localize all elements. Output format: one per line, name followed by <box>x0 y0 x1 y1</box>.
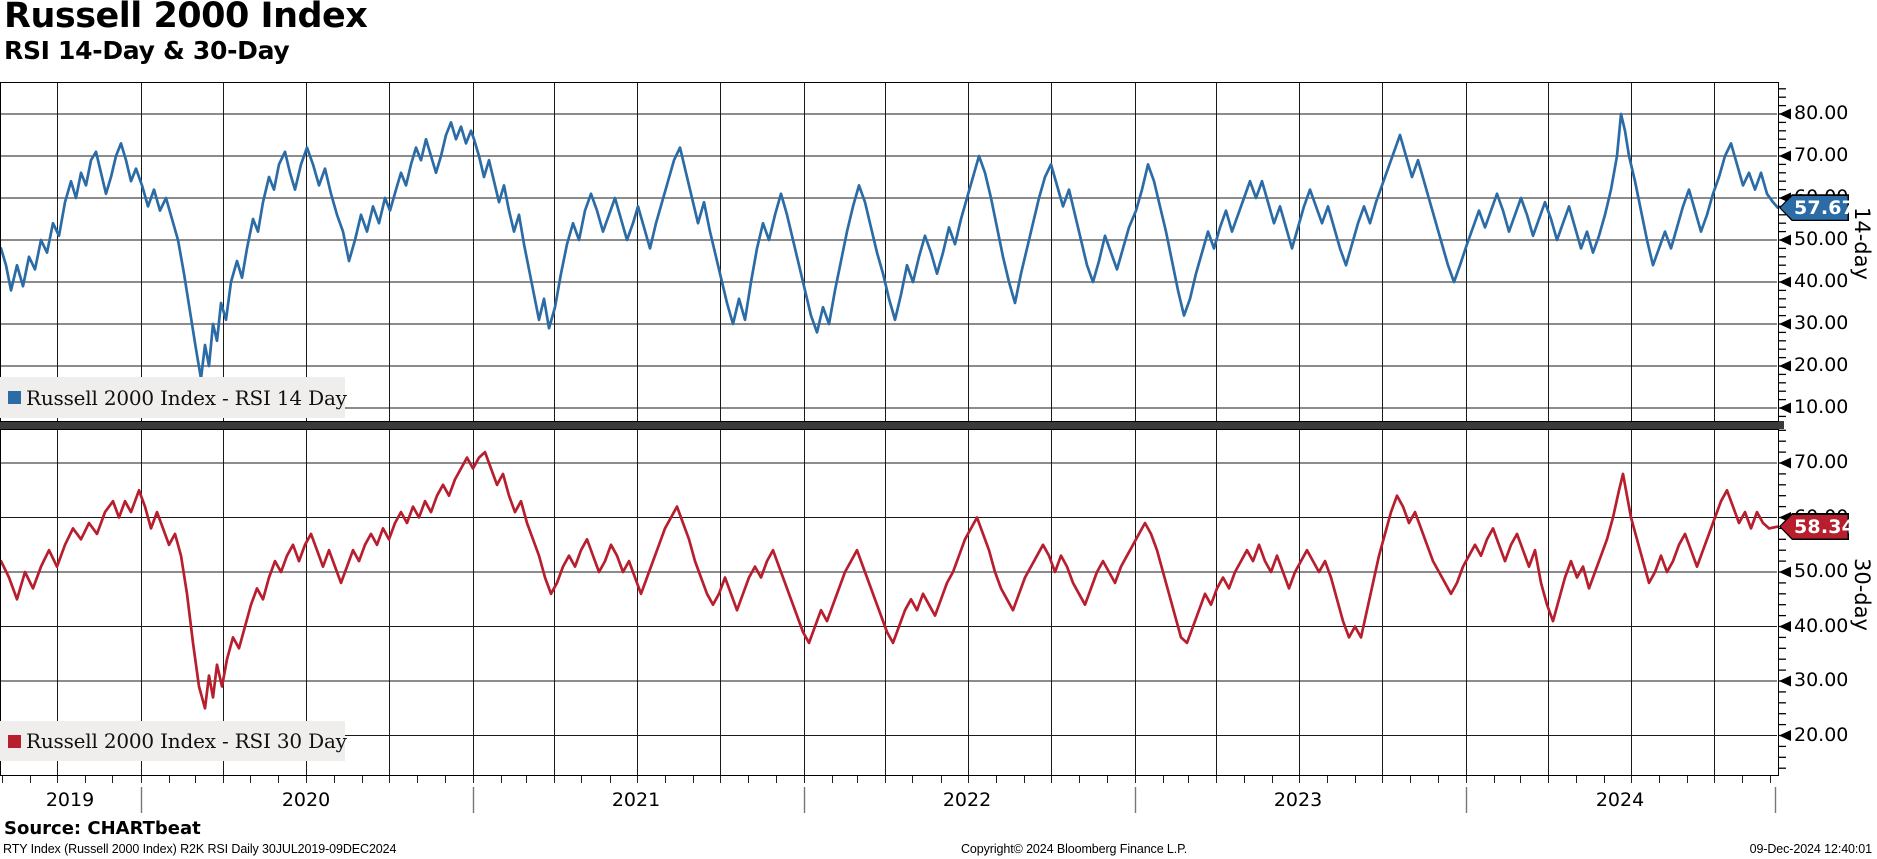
y-axis-label-arrow-icon <box>1779 675 1791 687</box>
y-axis-label-arrow-icon <box>1779 621 1791 633</box>
y-axis-label-arrow-icon <box>1779 150 1791 162</box>
x-axis-year-label: 2021 <box>611 789 661 811</box>
rsi14-axis-title: 14-day <box>1850 207 1874 280</box>
y-axis-label-arrow-icon <box>1779 457 1791 469</box>
page-title: Russell 2000 Index <box>4 0 368 36</box>
series-line-rsi30 <box>0 450 1779 710</box>
footer-copyright: Copyright© 2024 Bloomberg Finance L.P. <box>961 842 1188 856</box>
rsi14-last-value-flag: 57.67 <box>1779 194 1856 222</box>
y-axis-label-arrow-icon <box>1779 234 1791 246</box>
panel-border <box>0 82 1779 422</box>
y-axis-label-arrow-icon <box>1779 318 1791 330</box>
y-axis-tick-label: 20.00 <box>1794 354 1849 376</box>
y-axis-tick-label: 40.00 <box>1794 270 1849 292</box>
y-axis-tick-label: 10.00 <box>1794 396 1849 418</box>
y-axis-tick-label: 70.00 <box>1794 144 1849 166</box>
panel-rsi30 <box>0 429 1779 776</box>
y-axis-label-arrow-icon <box>1779 730 1791 742</box>
rsi14-last-value: 57.67 <box>1794 196 1856 219</box>
rsi30-last-value: 58.34 <box>1794 515 1856 538</box>
footer-ticker-info: RTY Index (Russell 2000 Index) R2K RSI D… <box>3 842 397 856</box>
y-axis-label-arrow-icon <box>1779 360 1791 372</box>
panel-border <box>0 429 1779 776</box>
panel-rsi14 <box>0 82 1779 422</box>
y-axis-label-arrow-icon <box>1779 108 1791 120</box>
y-axis-tick-label: 80.00 <box>1794 102 1849 124</box>
x-axis-year-label: 2019 <box>45 789 95 811</box>
x-axis-year-label: 2020 <box>281 789 331 811</box>
rsi30-axis-title: 30-day <box>1850 557 1874 631</box>
y-axis-tick-label: 30.00 <box>1794 312 1849 334</box>
y-axis-label-arrow-icon <box>1779 276 1791 288</box>
y-axis-tick-label: 70.00 <box>1794 451 1849 473</box>
y-axis-tick-label: 50.00 <box>1794 560 1849 582</box>
rsi30-legend-swatch-icon <box>8 734 21 748</box>
legend-rsi30[interactable]: Russell 2000 Index - RSI 30 Day <box>0 721 347 761</box>
y-axis-tick-label: 20.00 <box>1794 723 1849 746</box>
flag-fill <box>1780 514 1848 539</box>
x-axis-year-label: 2024 <box>1595 789 1645 811</box>
panel-separator[interactable] <box>0 421 1784 429</box>
y-axis-tick-label: 40.00 <box>1794 614 1849 637</box>
legend-rsi14[interactable]: Russell 2000 Index - RSI 14 Day <box>0 377 347 418</box>
y-axis-tick-label: 30.00 <box>1794 669 1849 691</box>
x-axis-year-label: 2023 <box>1273 789 1323 811</box>
flag-fill <box>1780 195 1848 220</box>
y-axis-label-arrow-icon <box>1779 566 1791 578</box>
legend-rsi30-label: Russell 2000 Index - RSI 30 Day <box>26 729 347 753</box>
source-label: Source: CHARTbeat <box>4 818 201 839</box>
footer-timestamp: 09-Dec-2024 12:40:01 <box>1749 842 1873 856</box>
rsi14-legend-swatch-icon <box>8 391 21 404</box>
y-axis-tick-label: 50.00 <box>1794 228 1849 250</box>
page-subtitle: RSI 14-Day & 30-Day <box>4 36 290 65</box>
rsi30-last-value-flag: 58.34 <box>1779 513 1856 541</box>
y-axis-label-arrow-icon <box>1779 402 1791 414</box>
series-line-rsi14 <box>0 112 1779 380</box>
x-axis-year-label: 2022 <box>942 789 992 811</box>
legend-rsi14-label: Russell 2000 Index - RSI 14 Day <box>26 385 347 410</box>
